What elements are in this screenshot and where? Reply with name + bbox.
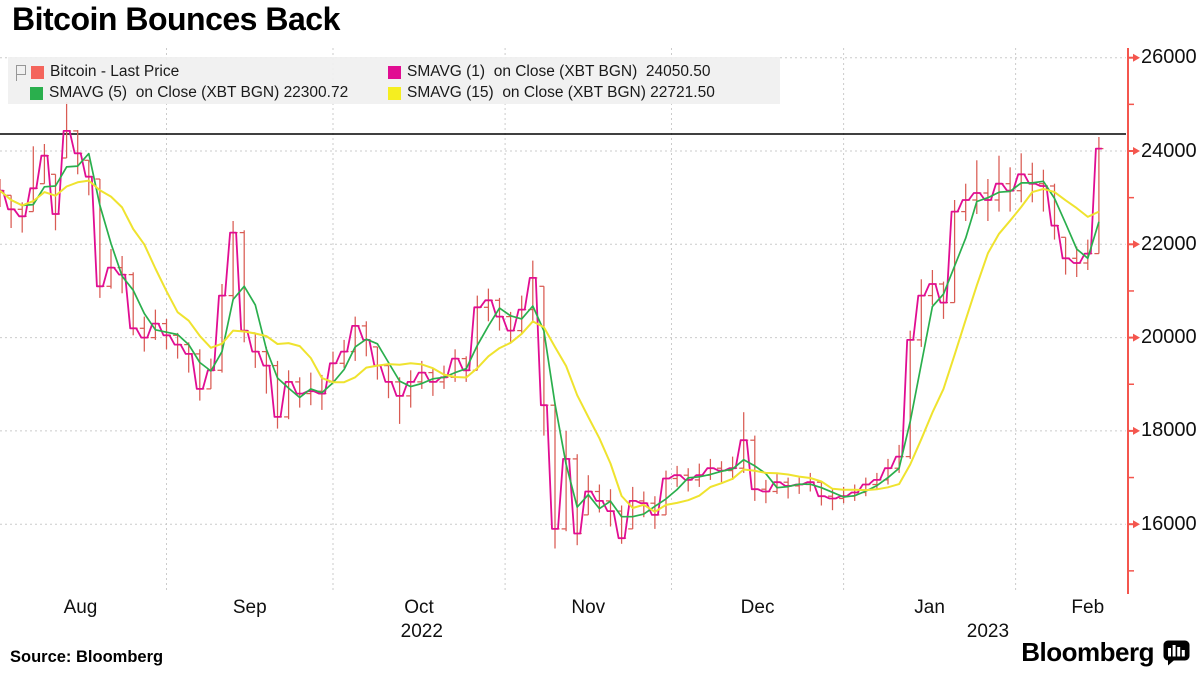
bloomberg-bubble-icon <box>1163 640 1190 665</box>
x-axis-month-label: Oct <box>404 597 434 618</box>
page-title: Bitcoin Bounces Back <box>12 1 340 37</box>
last-price-line <box>0 129 1102 540</box>
y-axis-label: 26000 <box>1141 46 1197 69</box>
y-axis-label: 22000 <box>1141 232 1197 255</box>
y-axis <box>1127 48 1140 594</box>
legend-label-smavg15: SMAVG (15) on Close (XBT BGN) 22721.50 <box>407 84 715 101</box>
horizontal-gridlines <box>0 57 1126 525</box>
x-axis-month-label: Jan <box>914 597 945 618</box>
smavg5-line <box>0 152 1100 518</box>
y-axis-label: 20000 <box>1141 326 1197 349</box>
x-axis-year-label: 2022 <box>400 621 443 642</box>
legend-swatch-last-price <box>31 65 44 79</box>
legend-item-smavg15[interactable]: SMAVG (15) on Close (XBT BGN) 22721.50 <box>388 83 715 103</box>
legend-swatch-smavg1 <box>388 65 401 79</box>
x-axis-month-label: Aug <box>63 597 98 618</box>
y-axis-label: 18000 <box>1141 419 1197 442</box>
x-axis-month-label: Nov <box>571 597 606 618</box>
x-axis-month-label: Dec <box>740 597 775 618</box>
x-axis-month-label: Sep <box>232 597 267 618</box>
legend-label-last-price: Bitcoin - Last Price <box>50 63 180 80</box>
legend-label-smavg5: SMAVG (5) on Close (XBT BGN) 22300.72 <box>49 84 349 101</box>
source-note: Source: Bloomberg <box>10 648 164 666</box>
y-axis-label: 24000 <box>1141 139 1197 162</box>
price-hlc-bars <box>0 102 1104 549</box>
bloomberg-logo: Bloomberg <box>1021 637 1190 668</box>
vertical-gridlines <box>166 48 1017 590</box>
smavg15-line <box>0 179 1100 513</box>
legend-label-smavg1: SMAVG (1) on Close (XBT BGN) 24050.50 <box>407 63 711 80</box>
bloomberg-wordmark: Bloomberg <box>1021 637 1154 667</box>
legend-item-smavg1[interactable]: SMAVG (1) on Close (XBT BGN) 24050.50 <box>388 62 711 82</box>
x-axis-year-label: 2023 <box>966 621 1010 642</box>
legend-item-smavg5[interactable]: SMAVG (5) on Close (XBT BGN) 22300.72 <box>30 83 348 103</box>
tracker-flag-icon <box>15 65 26 81</box>
legend-swatch-smavg15 <box>388 86 401 100</box>
legend-swatch-smavg5 <box>30 86 43 100</box>
legend-item-last-price[interactable]: Bitcoin - Last Price <box>15 62 180 82</box>
x-axis-month-label: Feb <box>1071 597 1105 618</box>
y-axis-label: 16000 <box>1141 512 1197 535</box>
chart-legend: Bitcoin - Last Price SMAVG (1) on Close … <box>8 57 780 104</box>
